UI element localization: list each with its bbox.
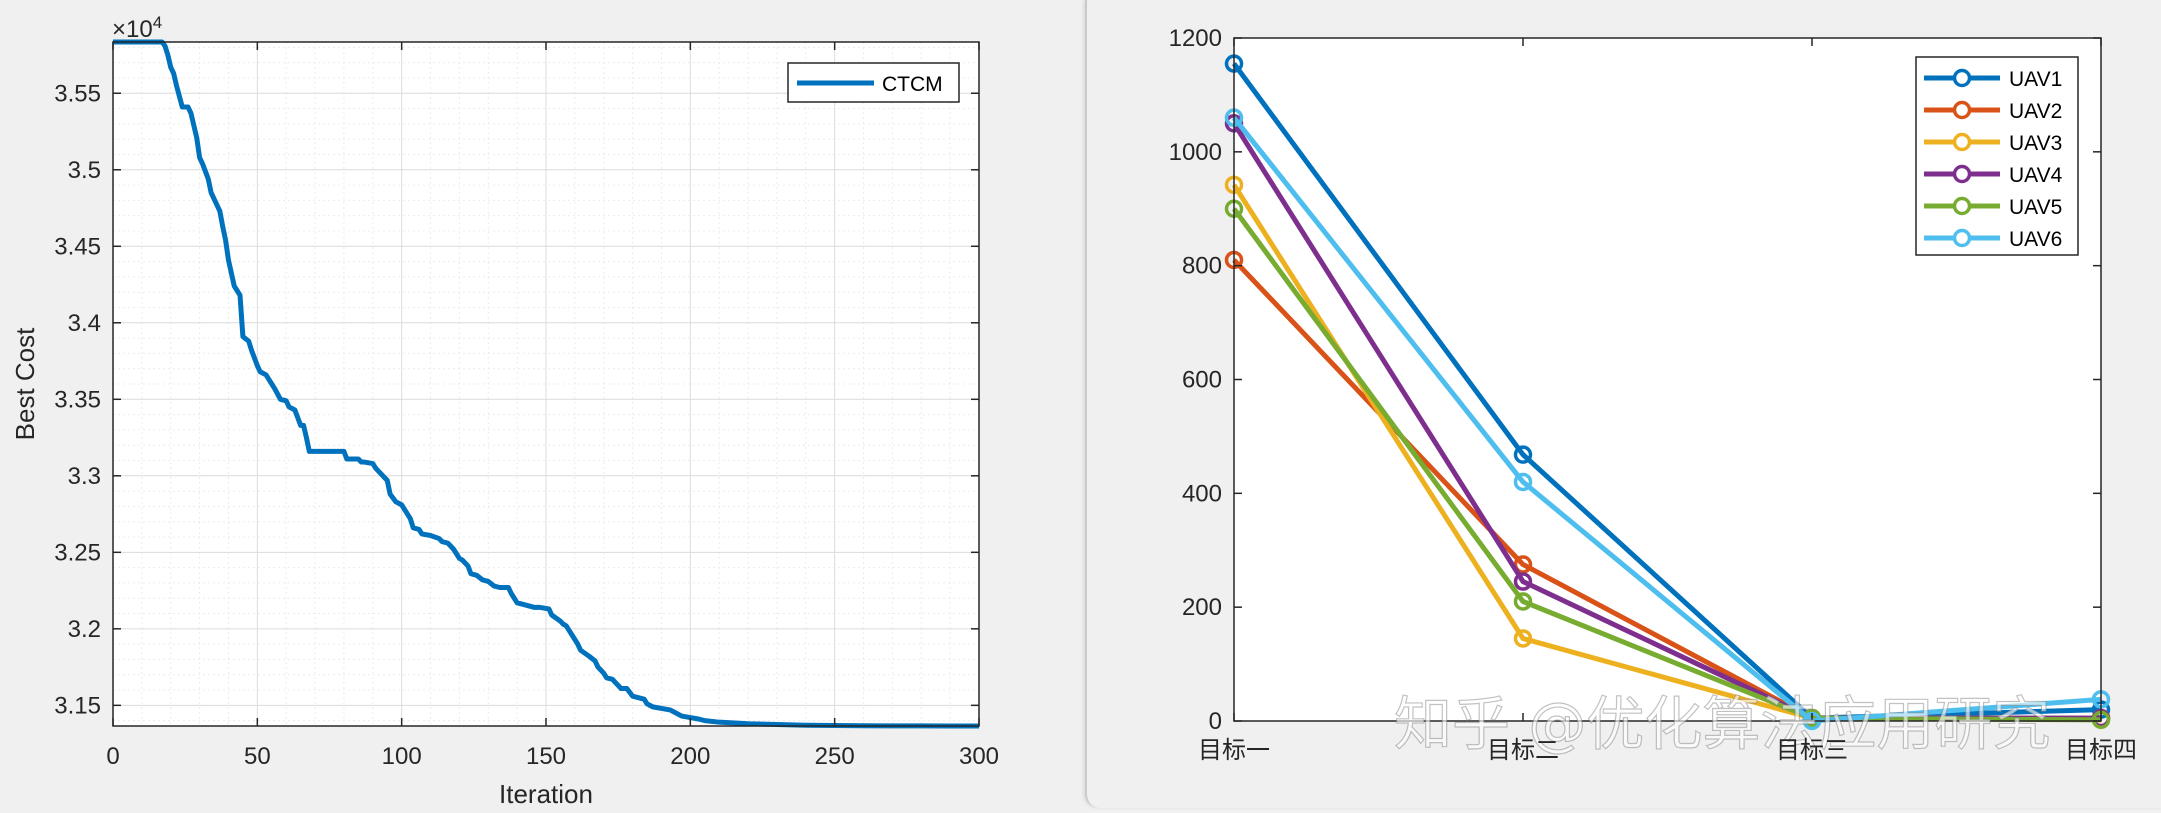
legend-marker <box>1952 68 1972 88</box>
legend-label: UAV5 <box>2009 196 2062 219</box>
x-tick-label: 100 <box>382 743 422 770</box>
data-point-marker <box>1513 555 1533 574</box>
y-exponent-label: ×104 <box>112 13 162 43</box>
cost-figure-panel: 0 50 100 150 200 250 300 3.15 3.2 3.25 3.3 3.35 3.4… <box>0 0 1085 809</box>
y-tick-label: 3.3 <box>68 463 101 490</box>
legend: UAV1 UAV2 UAV3 UAV4 UAV5 UAV6 <box>1915 56 2079 256</box>
legend-item-uav4: UAV4 <box>1924 164 2063 187</box>
y-tick-label: 3.15 <box>54 692 101 719</box>
y-tick-label: 3.4 <box>68 310 101 337</box>
data-series <box>113 39 979 729</box>
x-tick-label: 目标三 <box>1776 736 1848 764</box>
x-tick-label: 目标二 <box>1487 736 1559 764</box>
y-tick-label: 3.2 <box>68 616 101 643</box>
x-tick-label: 0 <box>106 743 119 770</box>
legend-box <box>1915 56 2079 256</box>
legend-item-uav1: UAV1 <box>1924 68 2062 91</box>
uav-figure-panel: 0 200 400 600 800 1000 1200 UAV1 UAV2 UAV3 UAV4 UA… <box>1085 0 2161 808</box>
x-tick-label: 150 <box>526 743 566 770</box>
data-point-marker <box>1513 472 1533 492</box>
x-tick-labels: 目标一 目标二 目标三 目标四 <box>1198 736 2137 764</box>
y-tick-labels: 3.15 3.2 3.25 3.3 3.35 3.4 3.45 3.5 3.55 <box>54 80 101 719</box>
x-tick-label: 50 <box>244 743 271 770</box>
watermark: 知乎 @优化算法应用研究 <box>1394 690 2050 758</box>
axis-ticks <box>112 42 980 726</box>
x-tick-label: 200 <box>670 743 710 770</box>
series-line <box>1231 207 2102 723</box>
legend-item-uav5: UAV5 <box>1924 196 2062 219</box>
y-tick-label: 400 <box>1182 480 1222 507</box>
x-axis-label: Iteration <box>499 779 593 808</box>
legend-marker <box>1952 164 1972 184</box>
legend-item-uav2: UAV2 <box>1924 100 2062 123</box>
y-tick-label: 800 <box>1182 253 1222 280</box>
data-point-marker <box>1513 572 1533 591</box>
y-tick-label: 200 <box>1182 594 1222 621</box>
y-tick-label: 600 <box>1182 367 1222 394</box>
legend-label: UAV2 <box>2009 100 2062 123</box>
data-point-marker <box>1513 445 1533 464</box>
y-tick-label: 3.55 <box>54 80 101 107</box>
y-tick-label: 3.35 <box>54 386 101 413</box>
legend-marker <box>1952 228 1972 248</box>
x-tick-label: 300 <box>959 743 999 770</box>
legend: CTCM <box>787 62 960 103</box>
y-tick-label: 1200 <box>1169 25 1222 52</box>
y-tick-label: 0 <box>1209 708 1222 735</box>
legend-label: UAV1 <box>2009 68 2062 91</box>
y-tick-label: 1000 <box>1169 139 1222 166</box>
legend-marker <box>1952 196 1972 216</box>
x-tick-label: 250 <box>815 743 855 770</box>
y-tick-label: 3.45 <box>54 233 101 260</box>
legend-label: UAV3 <box>2009 132 2062 155</box>
x-tick-label: 目标四 <box>2065 736 2137 764</box>
data-point-marker <box>1513 629 1533 648</box>
legend-marker <box>1952 100 1972 120</box>
series-line <box>1232 116 2102 724</box>
legend-item-uav3: UAV3 <box>1924 132 2062 155</box>
y-tick-labels: 0 200 400 600 800 1000 1200 <box>1169 25 1222 735</box>
data-point-marker <box>1513 592 1533 611</box>
x-tick-labels: 0 50 100 150 200 250 300 <box>106 743 999 770</box>
legend-label: UAV6 <box>2009 228 2062 251</box>
y-axis-label: Best Cost <box>10 327 40 440</box>
legend-marker <box>1952 132 1972 152</box>
y-tick-label: 3.5 <box>68 157 101 184</box>
series-line <box>1231 62 2102 721</box>
legend-label-ctcm: CTCM <box>882 73 943 96</box>
legend-label: UAV4 <box>2009 164 2063 187</box>
axis-ticks <box>1233 37 2102 722</box>
x-tick-label: 目标一 <box>1198 736 1270 764</box>
y-tick-label: 3.25 <box>54 539 101 566</box>
legend-item-uav6: UAV6 <box>1924 228 2062 251</box>
series-line-ctcm <box>113 39 979 729</box>
convergence-chart: 0 50 100 150 200 250 300 3.15 3.2 3.25 3.3 3.35 3.4… <box>10 13 999 809</box>
